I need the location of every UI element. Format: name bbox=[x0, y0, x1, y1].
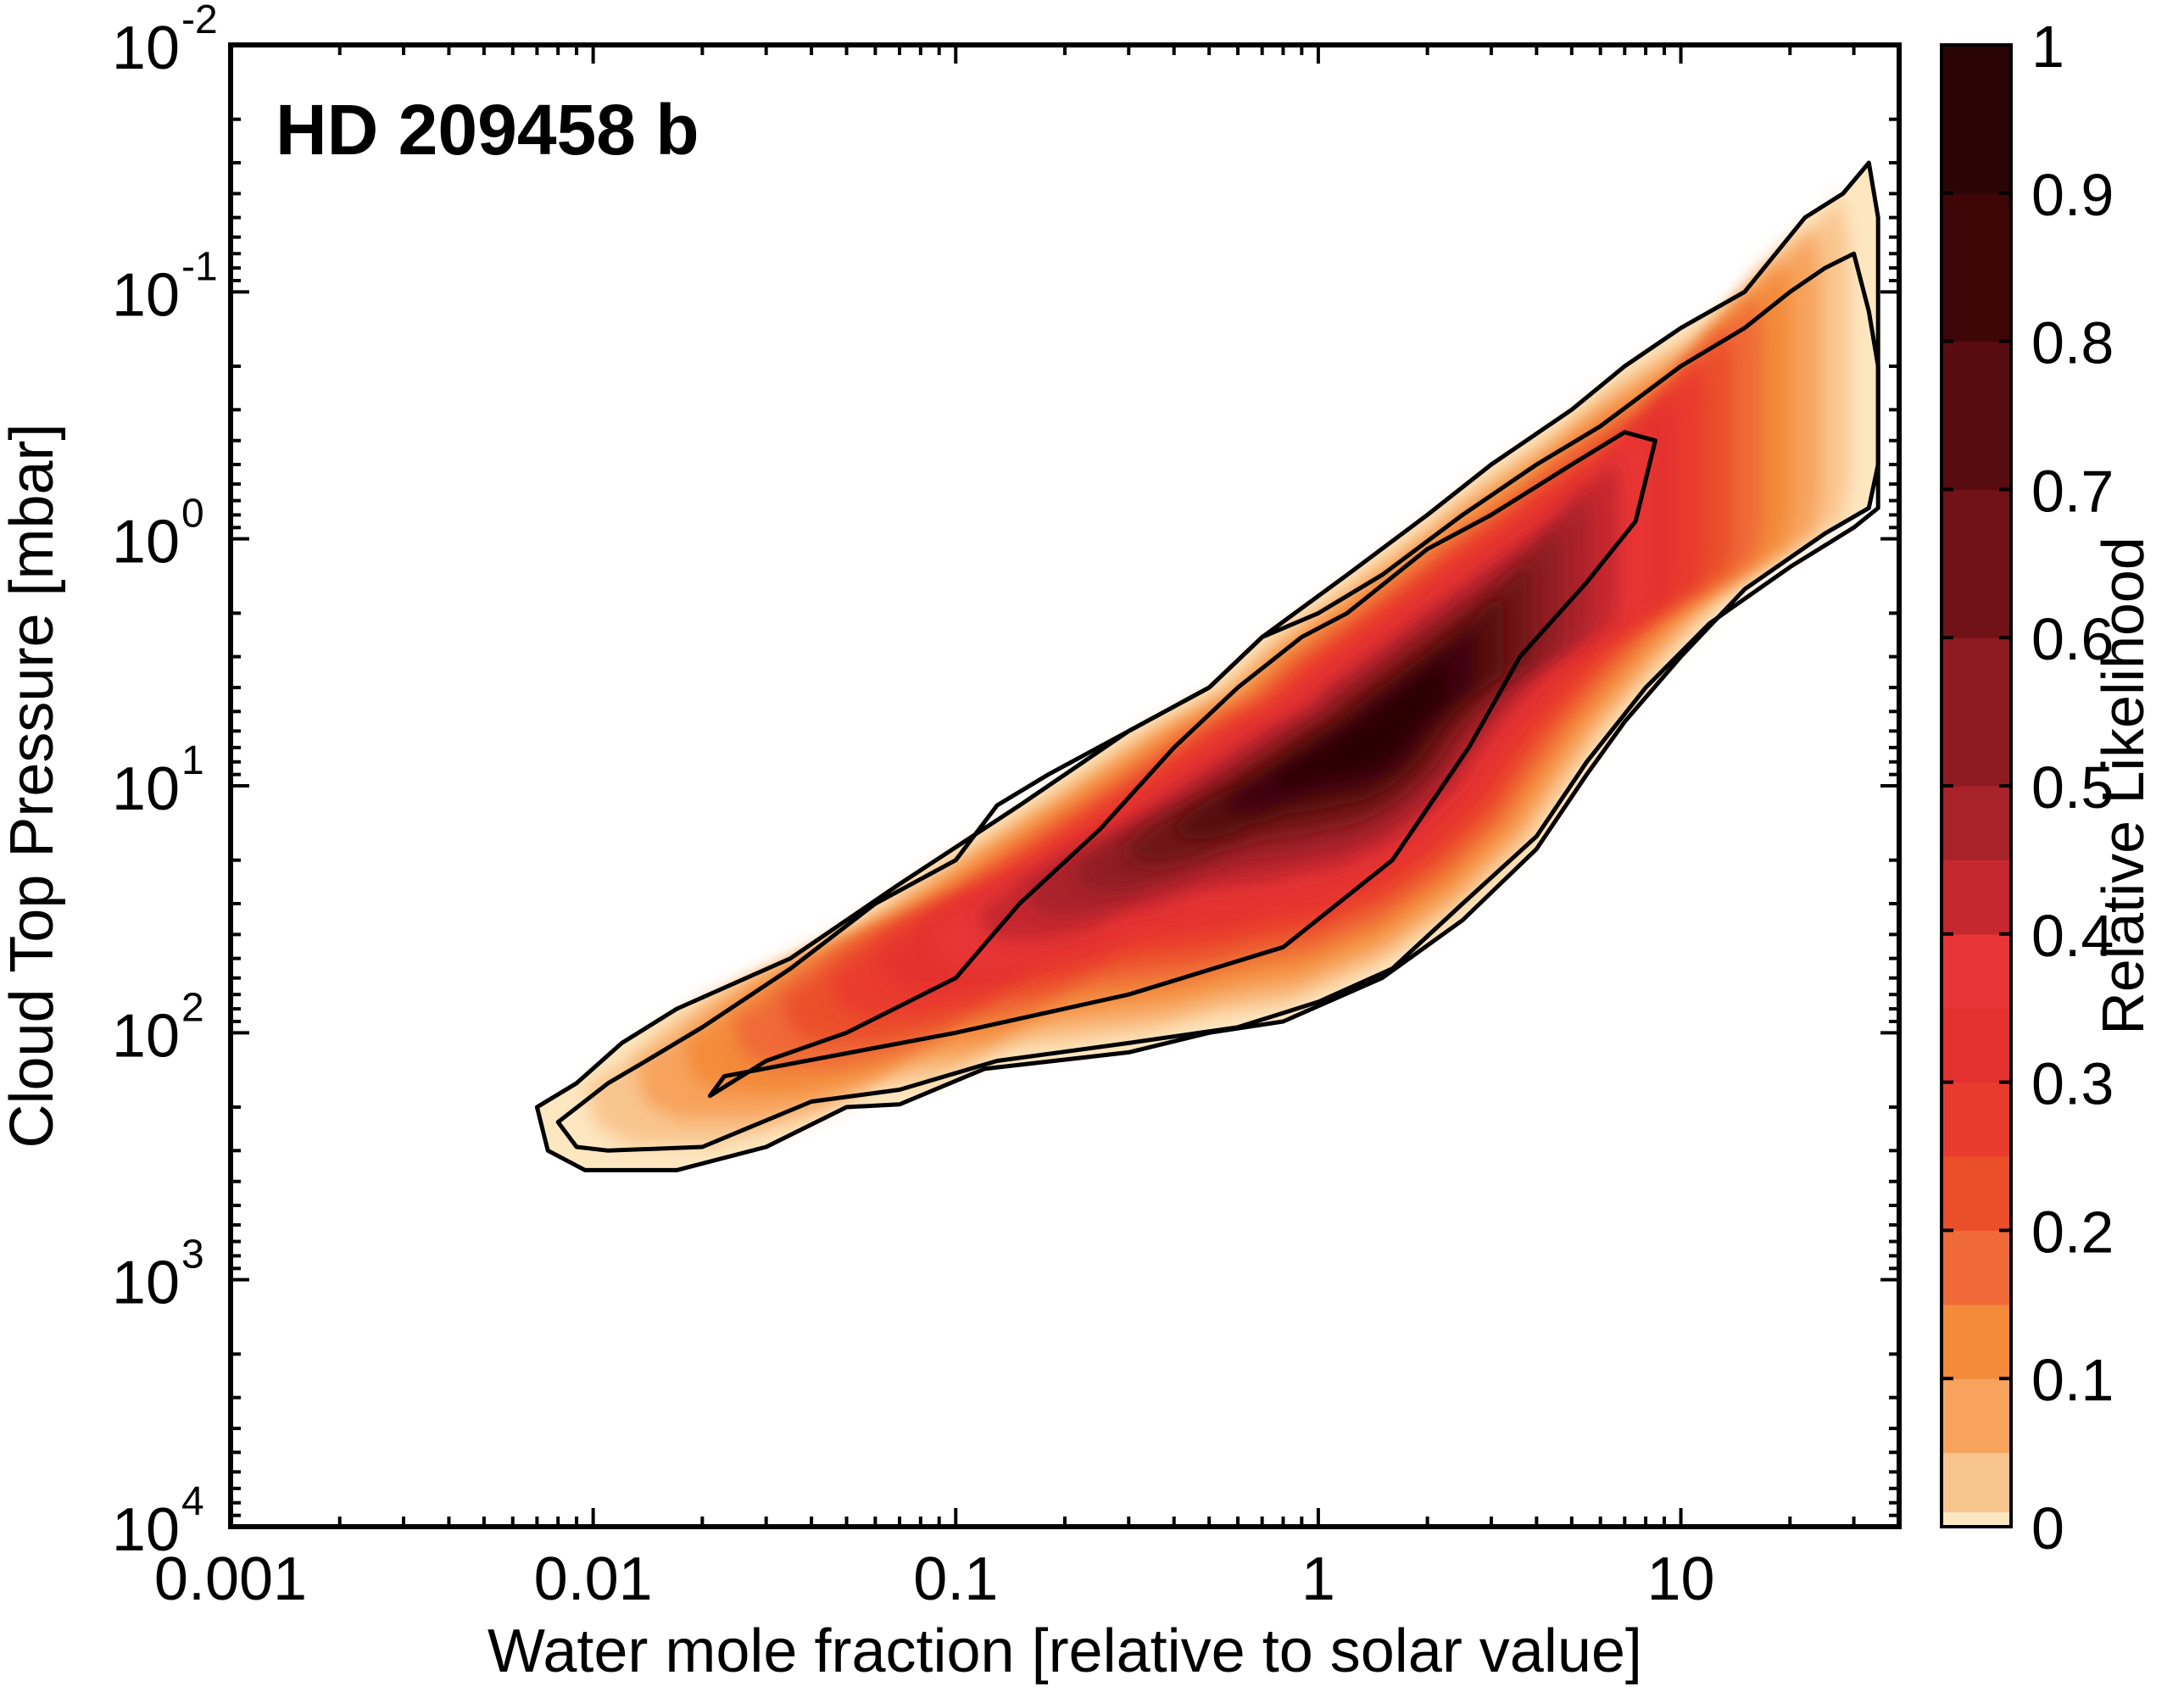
x-tick-label: 1 bbox=[1301, 1545, 1335, 1613]
x-axis: 0.001 0.01 0.1 1 10 bbox=[154, 45, 1901, 1613]
heatmap-tier bbox=[1028, 493, 1591, 916]
heatmap-tier bbox=[1224, 625, 1475, 813]
colorbar-swatch bbox=[1942, 933, 2011, 1009]
y-tick-label: 10 bbox=[112, 261, 180, 329]
heatmap-tier bbox=[881, 393, 1677, 992]
colorbar-tick-label: 0.6 bbox=[2031, 606, 2114, 672]
colorbar-swatch bbox=[1942, 1378, 2011, 1454]
colorbar-swatch bbox=[1942, 489, 2011, 638]
colorbar-tick-label: 0.3 bbox=[2031, 1051, 2114, 1117]
y-tick-exponent: 3 bbox=[181, 1233, 204, 1277]
heatmap-tier bbox=[1126, 559, 1533, 865]
y-tick-exponent: 0 bbox=[181, 492, 204, 537]
y-tick-label: 10 bbox=[112, 755, 180, 823]
colorbar-tick-label: 0.9 bbox=[2031, 162, 2114, 228]
colorbar-tick-label: 0.1 bbox=[2031, 1347, 2114, 1413]
colorbar-swatch bbox=[1942, 1156, 2011, 1231]
heatmap-tier bbox=[978, 459, 1619, 941]
colorbar-tick-label: 0.8 bbox=[2031, 310, 2114, 376]
heatmap-tier bbox=[929, 426, 1648, 966]
x-tick-label: 0.1 bbox=[913, 1545, 998, 1613]
colorbar-swatch bbox=[1942, 860, 2011, 935]
colorbar-swatch bbox=[1942, 1082, 2011, 1157]
x-tick-label: 10 bbox=[1646, 1545, 1714, 1613]
colorbar-tick-label: 0.2 bbox=[2031, 1199, 2114, 1265]
heatmap-tier bbox=[1273, 658, 1446, 788]
contour-line bbox=[707, 430, 1658, 1099]
heatmap-tier bbox=[1077, 526, 1562, 890]
contour-lines bbox=[534, 160, 1880, 1172]
colorbar-tick-label: 0.7 bbox=[2031, 458, 2114, 524]
y-tick-exponent: -2 bbox=[181, 0, 218, 42]
colorbar-swatch bbox=[1942, 1452, 2011, 1513]
colorbar-swatch bbox=[1942, 637, 2011, 787]
y-tick-label: 10 bbox=[112, 1002, 180, 1070]
y-tick-label: 10 bbox=[112, 1250, 180, 1317]
colorbar-tick-label: 1 bbox=[2031, 14, 2064, 80]
chart-title: HD 209458 b bbox=[276, 90, 699, 170]
heatmap-tier bbox=[832, 360, 1706, 1017]
y-tick-label: 10 bbox=[112, 509, 180, 576]
colorbar-swatch bbox=[1942, 1230, 2011, 1305]
heatmap-tier bbox=[1175, 592, 1504, 838]
colorbar-swatch bbox=[1942, 1511, 2011, 1528]
colorbar-swatch bbox=[1942, 1304, 2011, 1379]
y-tick-exponent: 4 bbox=[181, 1479, 204, 1524]
colorbar-swatch bbox=[1942, 786, 2011, 860]
y-axis-label: Cloud Top Pressure [mbar] bbox=[0, 423, 66, 1148]
colorbar-tick-label: 0 bbox=[2031, 1495, 2064, 1561]
y-tick-exponent: 2 bbox=[181, 985, 204, 1030]
likelihood-heatmap bbox=[537, 163, 1879, 1171]
colorbar-tick-label: 0.4 bbox=[2031, 903, 2114, 969]
y-tick-exponent: -1 bbox=[181, 244, 218, 289]
colorbar-swatch bbox=[1942, 45, 2011, 194]
x-tick-label: 0.01 bbox=[534, 1545, 653, 1613]
colorbar-swatch bbox=[1942, 341, 2011, 490]
colorbar-label: Relative Likelihood bbox=[2090, 537, 2156, 1035]
colorbar-swatch bbox=[1942, 1008, 2011, 1083]
y-tick-exponent: 1 bbox=[181, 738, 204, 783]
contour-line bbox=[555, 251, 1880, 1153]
colorbar-swatch bbox=[1942, 192, 2011, 342]
y-tick-label: 10 bbox=[112, 14, 180, 82]
colorbar-tick-label: 0.5 bbox=[2031, 754, 2114, 821]
x-axis-label: Water mole fraction [relative to solar v… bbox=[488, 1617, 1642, 1685]
colorbar: 0 0.1 0.2 0.3 0.4 0.5 0.6 0.7 0.8 0.9 1 bbox=[1942, 14, 2114, 1561]
colorbar-frame bbox=[1940, 43, 2013, 1528]
x-tick-label: 0.001 bbox=[154, 1545, 307, 1613]
y-tick-label: 10 bbox=[112, 1496, 180, 1564]
